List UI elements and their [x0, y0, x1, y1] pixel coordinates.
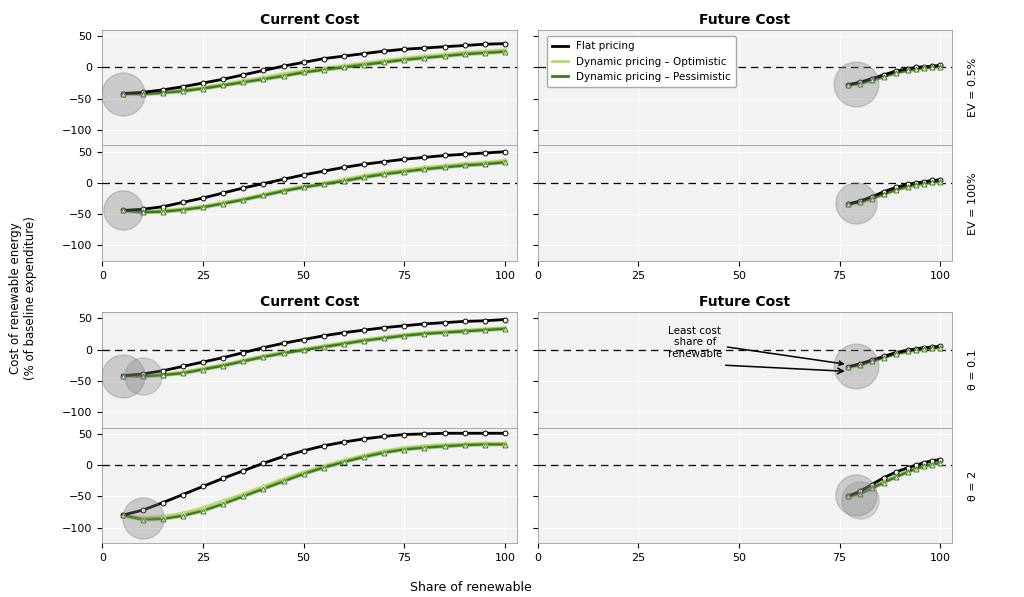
Text: θ = 2: θ = 2 [968, 470, 978, 500]
Point [848, 490, 864, 500]
Title: Future Cost: Future Cost [699, 13, 791, 27]
Text: EV = 0.5%: EV = 0.5% [968, 58, 978, 117]
Text: Share of renewable: Share of renewable [411, 581, 531, 594]
Text: EV = 100%: EV = 100% [968, 172, 978, 235]
Point [852, 495, 868, 504]
Point [115, 206, 131, 216]
Point [134, 513, 151, 522]
Point [134, 371, 151, 380]
Point [848, 198, 864, 208]
Title: Future Cost: Future Cost [699, 296, 791, 309]
Point [115, 89, 131, 99]
Point [848, 362, 864, 371]
Point [115, 371, 131, 380]
Legend: Flat pricing, Dynamic pricing – Optimistic, Dynamic pricing – Pessimistic: Flat pricing, Dynamic pricing – Optimist… [547, 36, 736, 87]
Title: Current Cost: Current Cost [260, 13, 359, 27]
Point [848, 79, 864, 89]
Title: Current Cost: Current Cost [260, 296, 359, 309]
Text: Cost of renewable energy
(% of baseline expenditure): Cost of renewable energy (% of baseline … [8, 217, 37, 380]
Text: θ = 0.1: θ = 0.1 [968, 349, 978, 390]
Text: Least cost
share of
renewable: Least cost share of renewable [668, 326, 843, 365]
